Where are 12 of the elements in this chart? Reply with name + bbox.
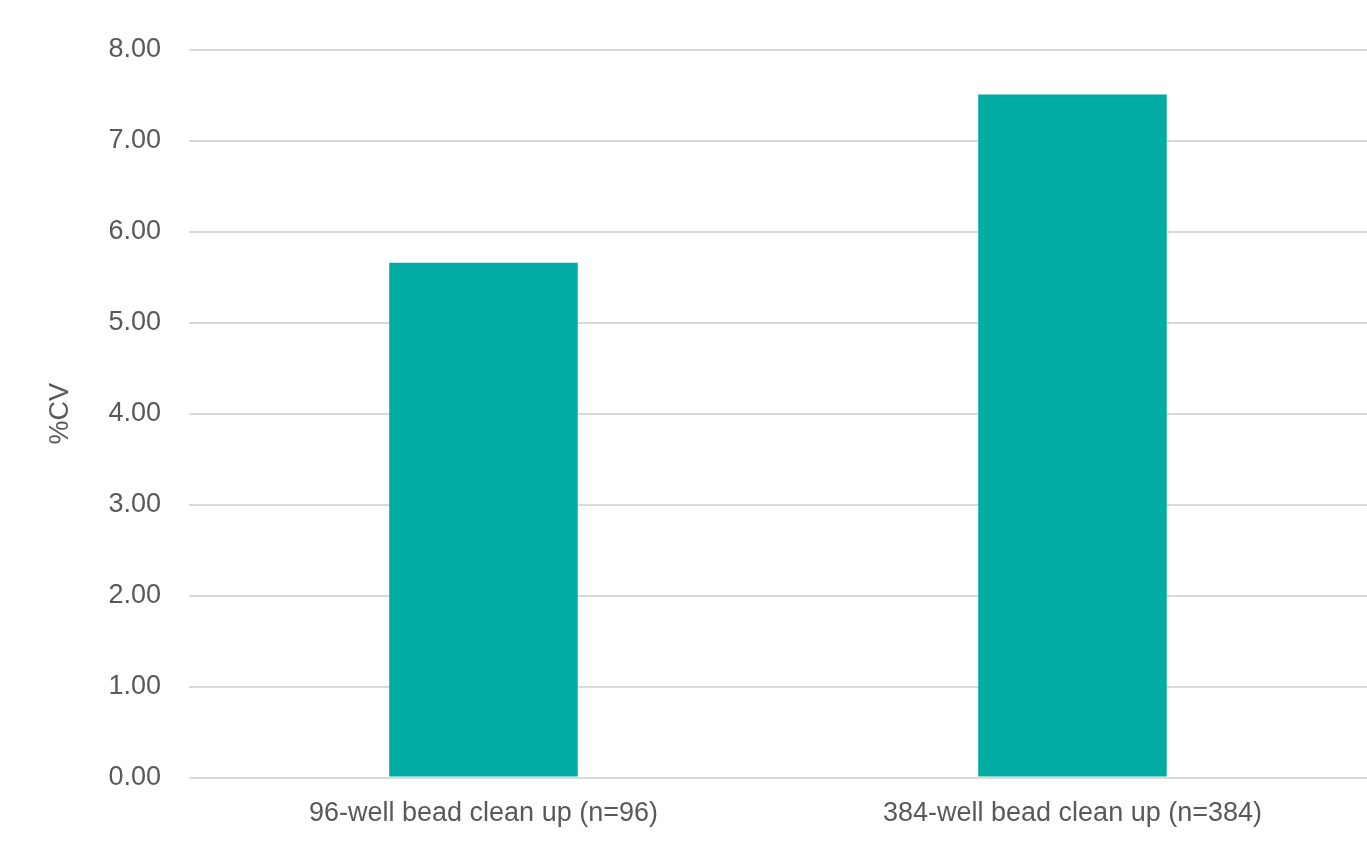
y-tick-label: 0.00 <box>108 761 161 792</box>
y-tick-label: 6.00 <box>108 215 161 246</box>
y-tick-label: 8.00 <box>108 33 161 64</box>
y-tick-label: 2.00 <box>108 579 161 610</box>
y-axis-title: %CV <box>43 383 74 445</box>
y-tick-label: 1.00 <box>108 670 161 701</box>
x-tick-label: 384-well bead clean up (n=384) <box>882 797 1262 828</box>
y-tick-label: 3.00 <box>108 488 161 519</box>
y-tick-label: 7.00 <box>108 124 161 155</box>
y-tick-label: 5.00 <box>108 306 161 337</box>
x-tick-label: 96-well bead clean up (n=96) <box>308 797 658 828</box>
y-tick-label: 4.00 <box>108 397 161 428</box>
